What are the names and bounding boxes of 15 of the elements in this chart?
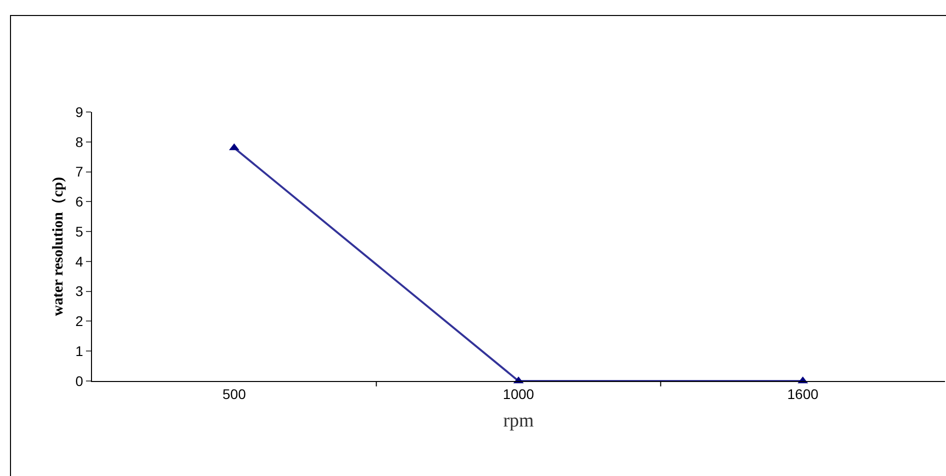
- y-tick-label: 7: [75, 164, 84, 180]
- y-tick-label: 4: [75, 253, 84, 270]
- y-tick-label: 1: [75, 343, 84, 360]
- x-tick-label: 500: [222, 386, 246, 402]
- x-axis-title: rpm: [503, 410, 534, 432]
- y-axis-title: water resolution（cp): [50, 176, 67, 316]
- y-tick-label: 3: [75, 283, 84, 300]
- y-tick-label: 2: [75, 313, 84, 330]
- y-tick-label: 5: [75, 223, 84, 240]
- x-tick-label: 1000: [502, 386, 534, 402]
- y-tick-label: 6: [75, 194, 84, 210]
- y-tick-label: 8: [75, 134, 84, 150]
- y-tick-label: 9: [75, 104, 84, 120]
- y-tick-label: 0: [75, 372, 84, 389]
- x-tick-label: 1600: [787, 386, 819, 402]
